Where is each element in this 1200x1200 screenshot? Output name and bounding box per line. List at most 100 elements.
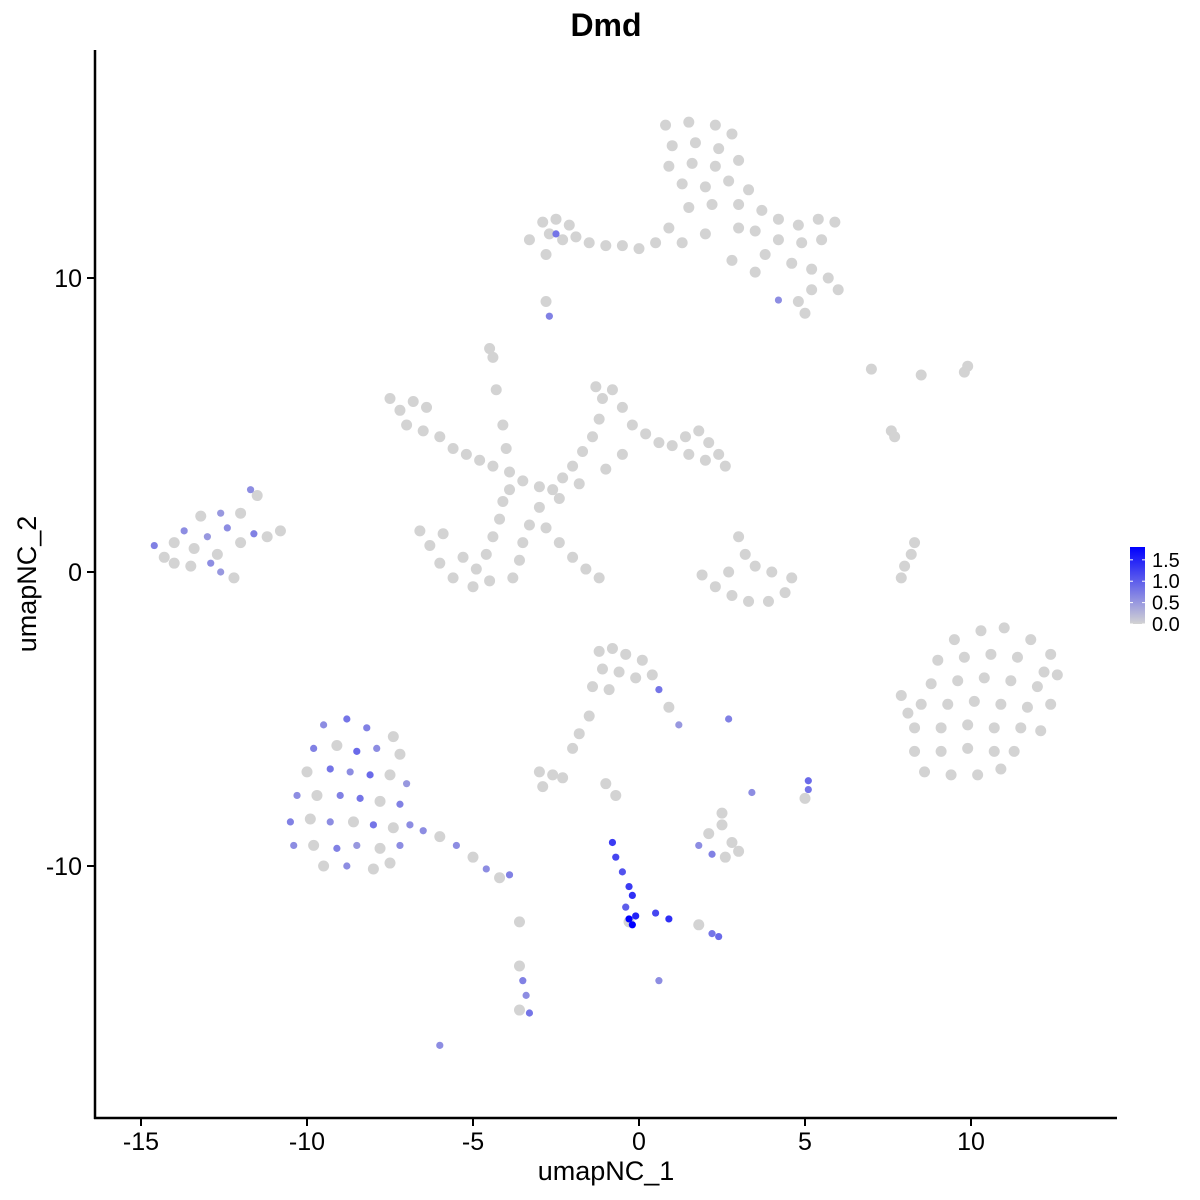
data-point	[250, 530, 258, 538]
data-point	[606, 384, 618, 396]
data-point	[286, 818, 294, 826]
data-point	[547, 769, 559, 781]
data-point	[550, 213, 562, 225]
data-point	[622, 903, 630, 911]
data-point	[774, 296, 783, 304]
x-tick-label: 0	[632, 1128, 646, 1156]
data-point	[932, 654, 944, 666]
data-point	[806, 263, 818, 275]
data-point	[460, 448, 472, 460]
data-point	[895, 689, 907, 701]
data-point	[762, 595, 774, 607]
data-point	[533, 501, 545, 513]
data-point	[608, 838, 617, 847]
data-point	[942, 698, 954, 710]
data-point	[726, 590, 738, 602]
data-point	[513, 1004, 525, 1016]
data-point	[333, 844, 341, 852]
data-point	[480, 548, 492, 560]
data-point	[804, 785, 812, 794]
data-point	[633, 243, 645, 255]
data-point	[909, 537, 921, 549]
data-point	[792, 219, 804, 231]
data-point	[958, 651, 970, 663]
data-point	[497, 495, 509, 507]
legend-label: 0.5	[1152, 593, 1180, 615]
data-point	[663, 160, 675, 172]
data-point	[726, 836, 738, 848]
x-tick-label: -15	[123, 1128, 159, 1156]
data-point	[274, 525, 286, 537]
data-point	[693, 919, 705, 931]
data-point	[537, 781, 549, 793]
data-point	[497, 419, 509, 431]
data-point	[414, 525, 426, 537]
data-point	[676, 178, 688, 190]
data-point	[1038, 666, 1050, 678]
data-point	[593, 572, 605, 584]
data-point	[748, 788, 756, 797]
data-point	[660, 119, 672, 131]
data-point	[625, 915, 633, 923]
data-point	[1031, 681, 1043, 693]
data-point	[676, 237, 688, 249]
data-point	[1035, 725, 1047, 737]
data-point	[513, 960, 525, 972]
data-point	[749, 225, 761, 237]
data-point	[829, 216, 841, 228]
data-point	[899, 560, 911, 572]
data-point	[865, 363, 877, 375]
data-point	[699, 454, 711, 466]
data-point	[632, 912, 640, 920]
chart-title: Dmd	[570, 7, 641, 43]
data-point	[1025, 634, 1037, 646]
color-legend: 1.51.00.50.0	[1130, 550, 1180, 636]
data-point	[646, 669, 658, 681]
data-point	[394, 404, 406, 416]
data-point	[1045, 698, 1057, 710]
data-point	[447, 572, 459, 584]
data-point	[470, 563, 482, 575]
data-point	[484, 575, 496, 587]
data-point	[603, 684, 615, 696]
data-point	[557, 472, 569, 484]
data-point	[573, 478, 585, 490]
data-point	[925, 678, 937, 690]
data-point	[533, 766, 545, 778]
x-ticks: -15 -10 -5 0 5 10	[123, 1118, 985, 1156]
data-point	[217, 568, 225, 576]
data-point	[403, 780, 411, 788]
data-point	[523, 234, 535, 246]
data-point	[533, 481, 545, 493]
data-point	[331, 739, 343, 751]
data-point	[804, 777, 812, 785]
data-point	[223, 524, 231, 532]
data-point	[419, 827, 427, 835]
data-point	[988, 745, 1000, 757]
data-point	[545, 312, 553, 320]
data-point	[553, 493, 565, 504]
data-point	[889, 431, 901, 443]
data-point	[945, 769, 957, 781]
data-point	[540, 248, 552, 260]
data-point	[1008, 745, 1020, 757]
data-point	[563, 219, 575, 231]
data-point	[487, 351, 499, 363]
data-point	[786, 572, 798, 584]
data-point	[998, 622, 1010, 634]
data-point	[743, 595, 755, 607]
data-point	[573, 728, 585, 740]
data-point	[679, 431, 691, 443]
x-axis-title: umapNC_1	[538, 1156, 675, 1186]
data-point	[490, 384, 502, 396]
data-point	[487, 531, 499, 543]
data-point	[251, 490, 263, 502]
data-point	[577, 445, 589, 457]
data-point	[523, 519, 535, 531]
data-point	[326, 818, 334, 826]
data-point	[909, 722, 921, 734]
data-point	[1021, 701, 1033, 713]
data-point	[505, 871, 514, 879]
data-point	[567, 742, 579, 754]
data-point	[733, 222, 745, 234]
